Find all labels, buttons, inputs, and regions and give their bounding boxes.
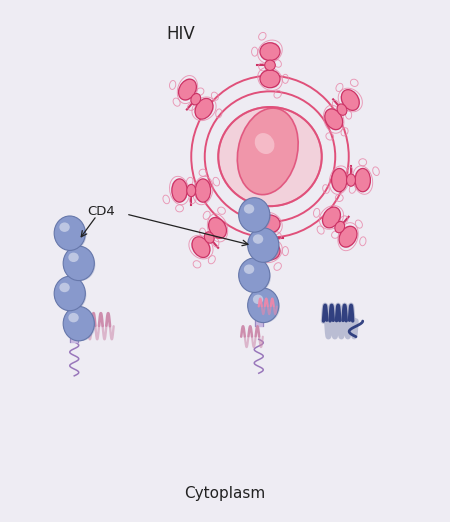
Text: CD4: CD4 bbox=[88, 205, 116, 218]
Ellipse shape bbox=[195, 179, 211, 202]
Ellipse shape bbox=[195, 99, 213, 119]
Ellipse shape bbox=[260, 215, 280, 233]
Ellipse shape bbox=[63, 246, 94, 281]
Ellipse shape bbox=[66, 249, 95, 281]
Ellipse shape bbox=[346, 174, 356, 186]
Ellipse shape bbox=[59, 283, 70, 292]
Ellipse shape bbox=[253, 294, 263, 304]
Ellipse shape bbox=[238, 258, 270, 292]
Ellipse shape bbox=[265, 232, 275, 243]
Ellipse shape bbox=[238, 198, 270, 232]
Ellipse shape bbox=[57, 219, 86, 251]
Ellipse shape bbox=[218, 107, 322, 206]
Ellipse shape bbox=[191, 93, 201, 105]
Ellipse shape bbox=[244, 265, 254, 274]
Ellipse shape bbox=[250, 231, 280, 263]
Ellipse shape bbox=[68, 313, 79, 323]
Ellipse shape bbox=[241, 261, 271, 293]
Ellipse shape bbox=[255, 133, 274, 154]
Ellipse shape bbox=[187, 184, 196, 197]
Ellipse shape bbox=[59, 222, 70, 232]
Ellipse shape bbox=[248, 228, 279, 263]
Ellipse shape bbox=[179, 79, 196, 100]
Ellipse shape bbox=[325, 109, 342, 129]
Ellipse shape bbox=[355, 169, 370, 192]
Ellipse shape bbox=[335, 221, 345, 233]
Ellipse shape bbox=[66, 309, 95, 341]
Ellipse shape bbox=[68, 253, 79, 262]
Ellipse shape bbox=[57, 279, 86, 311]
Ellipse shape bbox=[244, 204, 254, 213]
Ellipse shape bbox=[265, 60, 275, 70]
Text: Cytoplasm: Cytoplasm bbox=[184, 486, 266, 501]
Ellipse shape bbox=[323, 207, 340, 228]
Ellipse shape bbox=[237, 108, 298, 195]
Ellipse shape bbox=[260, 70, 280, 88]
Ellipse shape bbox=[241, 200, 271, 232]
Ellipse shape bbox=[248, 288, 279, 323]
Ellipse shape bbox=[204, 232, 214, 243]
Ellipse shape bbox=[250, 291, 280, 323]
Ellipse shape bbox=[339, 227, 357, 247]
Ellipse shape bbox=[253, 234, 263, 244]
Ellipse shape bbox=[260, 43, 280, 61]
Ellipse shape bbox=[54, 276, 86, 311]
Ellipse shape bbox=[209, 218, 226, 238]
Ellipse shape bbox=[172, 179, 187, 202]
Ellipse shape bbox=[192, 237, 210, 257]
Ellipse shape bbox=[332, 169, 347, 192]
Ellipse shape bbox=[54, 216, 86, 251]
Text: HIV: HIV bbox=[166, 25, 195, 43]
Ellipse shape bbox=[337, 104, 347, 115]
Ellipse shape bbox=[342, 90, 359, 110]
Ellipse shape bbox=[260, 242, 280, 260]
Ellipse shape bbox=[63, 306, 94, 341]
